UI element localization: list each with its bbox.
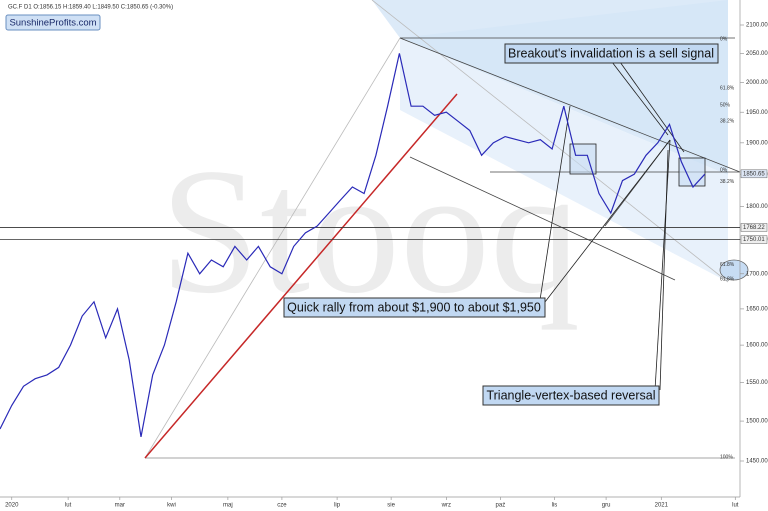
fan-shade xyxy=(400,0,728,170)
y-tick-label: 1800.00 xyxy=(746,204,768,210)
brand-box xyxy=(5,14,101,31)
callout-box xyxy=(283,297,546,318)
level-label: 1850.65 xyxy=(743,171,765,177)
fib-label: 38.2% xyxy=(720,119,735,125)
callout: Triangle-vertex-based reversal xyxy=(486,388,655,402)
fib-label: 61.8% xyxy=(720,262,735,268)
callout-box xyxy=(504,43,719,64)
watermark: Stooq xyxy=(160,131,580,330)
pointer xyxy=(544,139,671,303)
fib-label: 0% xyxy=(720,168,728,174)
fib-label: 50% xyxy=(720,102,731,108)
level-box xyxy=(740,223,768,232)
fib-label: 0% xyxy=(720,36,728,42)
header: GC.F D1 O:1856.15 H:1859.40 L:1849.50 C:… xyxy=(8,5,173,11)
y-tick-label: 1650.00 xyxy=(746,306,768,312)
x-tick-label: paź xyxy=(496,503,506,509)
y-tick-label: 1450.00 xyxy=(746,459,768,465)
x-tick-label: lip xyxy=(334,503,341,509)
y-tick-label: 2000.00 xyxy=(746,80,768,86)
level-box xyxy=(740,169,768,179)
x-tick-label: maj xyxy=(223,503,233,509)
price-line xyxy=(0,53,706,438)
y-tick-label: 1550.00 xyxy=(746,380,768,386)
x-tick-label: kwi xyxy=(167,503,176,509)
brand: SunshineProfits.com xyxy=(9,18,96,29)
callout: Quick rally from about $1,900 to about $… xyxy=(287,300,541,314)
callout: Breakout's invalidation is a sell signal xyxy=(508,46,714,60)
plot: 1450.00 1500.00 1550.00 1600.00 1650.00 1700.… xyxy=(0,23,768,509)
pointer xyxy=(659,149,669,391)
y-tick-label: 1600.00 xyxy=(746,343,768,349)
level-box xyxy=(740,235,768,244)
trendline xyxy=(399,37,741,173)
pointer xyxy=(654,139,671,391)
fib-label: 100% xyxy=(720,454,733,460)
trendlines xyxy=(144,0,749,459)
x-tick-label: wrz xyxy=(441,503,451,509)
fan-shade xyxy=(400,38,728,282)
x-tick-label: lut xyxy=(65,503,72,509)
x-tick-label: mar xyxy=(115,503,125,509)
y-tick-label: 2100.00 xyxy=(746,23,768,29)
level-label: 1750.01 xyxy=(743,237,765,243)
fib-label: 61.8% xyxy=(720,277,735,283)
fib-label: 38.2% xyxy=(720,179,735,185)
pointer xyxy=(611,61,669,136)
ellipse xyxy=(719,259,749,281)
y-tick-label: 1500.00 xyxy=(746,419,768,425)
fib-label: 61.8% xyxy=(720,86,735,92)
y-tick-label: 1950.00 xyxy=(746,110,768,116)
x-tick-label: cze xyxy=(277,503,287,509)
fan-line xyxy=(371,0,729,283)
x-tick-label: 2020 xyxy=(5,503,19,509)
y-tick-label: 2050.00 xyxy=(746,51,768,57)
y-tick-label: 1700.00 xyxy=(746,271,768,277)
box xyxy=(678,157,706,187)
x-tick-label: gru xyxy=(602,503,611,509)
x-tick-label: lis xyxy=(552,503,558,509)
x-tick-label: lut xyxy=(732,503,739,509)
fan-line xyxy=(144,37,401,459)
y-tick-label: 1900.00 xyxy=(746,140,768,146)
red-trendline xyxy=(144,93,458,459)
callout-box xyxy=(482,385,660,406)
x-tick-label: 2021 xyxy=(655,503,669,509)
x-tick-label: sie xyxy=(387,503,395,509)
trendline xyxy=(409,156,676,281)
pointer xyxy=(539,105,571,301)
level-label: 1768.22 xyxy=(743,225,765,231)
